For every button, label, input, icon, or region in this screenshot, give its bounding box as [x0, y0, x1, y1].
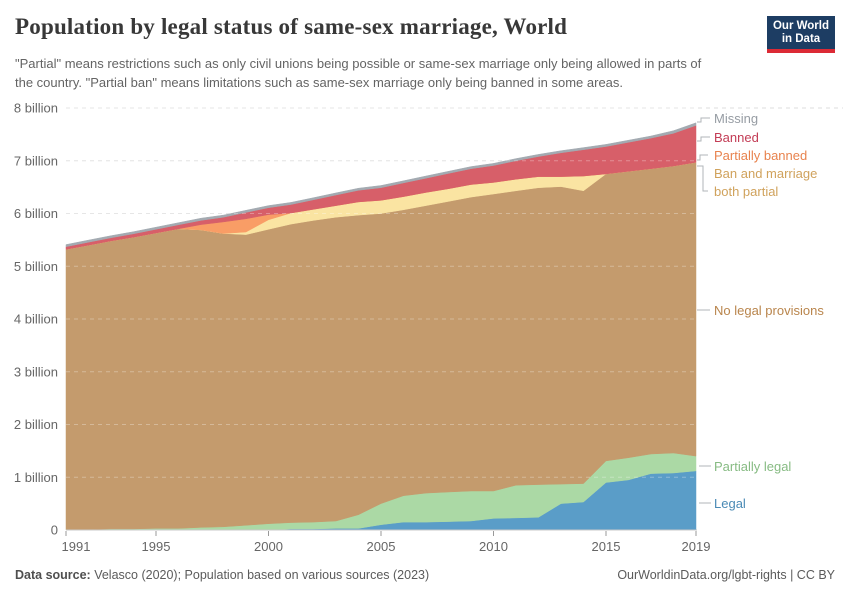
page-title: Population by legal status of same-sex m…	[15, 14, 568, 39]
y-axis-label: 5 billion	[14, 259, 58, 274]
legend-label-banned[interactable]: Banned	[714, 130, 759, 145]
legend-label-legal[interactable]: Legal	[714, 496, 746, 511]
x-axis-label: 2005	[367, 539, 396, 554]
x-axis-label: 2010	[479, 539, 508, 554]
y-axis-label: 6 billion	[14, 206, 58, 221]
x-axis-label: 2015	[592, 539, 621, 554]
y-axis-label: 0	[51, 523, 58, 538]
data-source-note: Data source: Velasco (2020); Population …	[15, 568, 429, 582]
data-source-text: Velasco (2020); Population based on vari…	[90, 568, 430, 582]
legend-label-missing[interactable]: Missing	[714, 111, 759, 126]
legend-label-no-legal-provisions[interactable]: No legal provisions	[714, 303, 824, 318]
x-axis-label: 2000	[254, 539, 283, 554]
x-axis-label: 2019	[682, 539, 711, 554]
owid-logo[interactable]: Our World in Data	[767, 16, 835, 53]
area-band-missing	[65, 122, 697, 248]
owid-logo-line2: in Data	[781, 33, 821, 45]
y-axis-label: 2 billion	[14, 417, 58, 432]
y-axis-label: 1 billion	[14, 470, 58, 485]
x-axis-label: 1991	[62, 539, 91, 554]
legend-label-partially-banned[interactable]: Partially banned	[714, 148, 808, 163]
data-source-label: Data source:	[15, 568, 91, 582]
y-axis-label: 4 billion	[14, 312, 58, 327]
owid-url-link[interactable]: OurWorldinData.org/lgbt-rights | CC BY	[617, 568, 835, 582]
y-axis-label: 7 billion	[14, 153, 58, 168]
legend-connector	[697, 136, 710, 142]
y-axis-label: 3 billion	[14, 364, 58, 379]
legend-label-ban-and-marriage-both-partial[interactable]: Ban and marriage both partial	[714, 166, 818, 199]
x-axis-label: 1995	[142, 539, 171, 554]
legend-connector	[697, 165, 708, 192]
chart-subtitle: "Partial" means restrictions such as onl…	[15, 56, 702, 90]
legend-connector	[697, 117, 710, 123]
legend-label-partially-legal[interactable]: Partially legal	[714, 459, 792, 474]
y-axis-label: 8 billion	[14, 101, 58, 116]
legend-connector	[697, 154, 708, 161]
owid-logo-line1: Our World	[772, 20, 829, 32]
